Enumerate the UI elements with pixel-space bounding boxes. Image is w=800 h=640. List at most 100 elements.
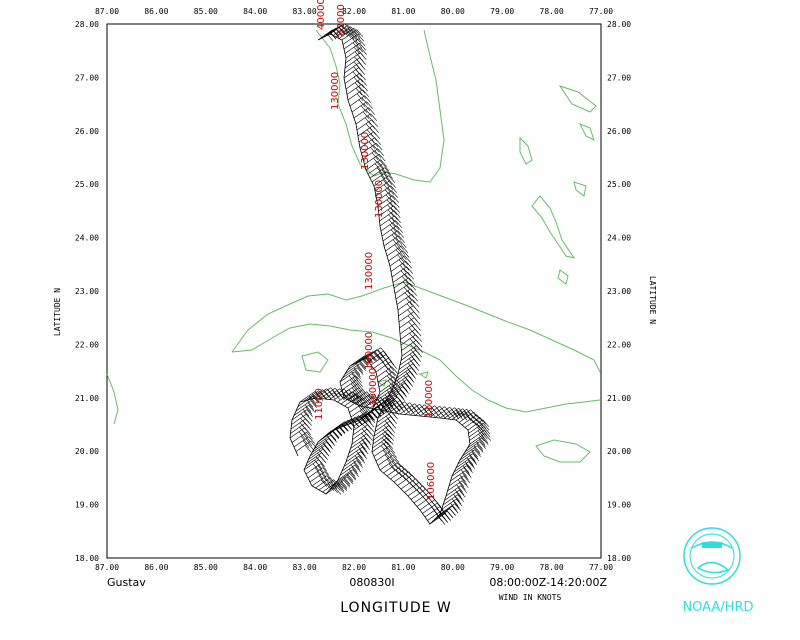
coastlines [106, 29, 601, 463]
lat-tick-right: 23.00 [607, 287, 631, 296]
lat-tick-left: 23.00 [75, 287, 99, 296]
wind-barb [368, 401, 390, 414]
wind-barb [350, 406, 372, 418]
lon-tick-bottom: 81.00 [391, 563, 415, 572]
wind-barb [365, 404, 387, 416]
lat-tick-right: 22.00 [607, 340, 631, 349]
wind-barb [364, 153, 386, 166]
wind-barb [297, 395, 319, 408]
wind-barb [325, 483, 347, 495]
wind-barb [357, 125, 379, 137]
left-axis-label: LATITUDE N [53, 288, 62, 336]
lon-tick-bottom: 84.00 [243, 563, 267, 572]
wind-barb [290, 422, 312, 435]
wind-barb [467, 419, 489, 431]
cuba-coast [231, 281, 601, 413]
lat-tick-right: 18.00 [607, 554, 631, 563]
wind-barb [469, 433, 491, 445]
wind-barb [342, 367, 364, 379]
wind-barb [337, 469, 359, 481]
bahamas-6 [557, 269, 569, 285]
wind-units: WIND IN KNOTS [499, 593, 562, 602]
wind-barb [400, 334, 422, 346]
wind-barb [355, 113, 377, 125]
wind-barb [335, 26, 357, 38]
wind-barb [373, 394, 395, 407]
lat-tick-right: 24.00 [607, 234, 631, 243]
wind-barb [347, 89, 369, 101]
altitude-tag: 130000 [364, 252, 375, 290]
wind-barb [295, 400, 317, 412]
wind-barb [359, 137, 381, 149]
lon-tick-top: 86.00 [144, 7, 168, 16]
lat-tick-right: 20.00 [607, 447, 631, 456]
x-axis-label: LONGITUDE W [340, 600, 452, 616]
wind-barb [352, 410, 374, 423]
lat-tick-right: 28.00 [607, 20, 631, 29]
time-range: 08:00:00Z-14:20:00Z [489, 576, 607, 589]
altitude-tag: 130000 [374, 180, 385, 218]
altitude-tag: 160000 [364, 332, 375, 370]
wind-barb [346, 83, 368, 96]
lon-tick-top: 82.00 [342, 7, 366, 16]
wind-barb [373, 425, 395, 437]
wind-barb [356, 119, 378, 131]
wind-barb [337, 391, 359, 403]
wind-barb [361, 349, 383, 361]
wind-barb [334, 472, 356, 485]
lat-tick-left: 24.00 [75, 234, 99, 243]
wind-barb [388, 250, 410, 262]
lon-tick-top: 81.00 [391, 7, 415, 16]
wind-barb [338, 27, 360, 40]
wind-barb [462, 445, 484, 457]
lat-tick-left: 19.00 [75, 501, 99, 510]
plot-frame [106, 23, 602, 559]
wind-barb [391, 266, 413, 278]
wind-barb [340, 375, 362, 387]
wind-barb [373, 429, 395, 441]
bahamas-5 [573, 181, 587, 197]
wind-barb [347, 359, 369, 371]
lon-tick-bottom: 78.00 [540, 563, 564, 572]
wind-barb [372, 437, 394, 449]
lon-tick-top: 78.00 [540, 7, 564, 16]
wind-barb [318, 479, 340, 491]
lon-tick-top: 80.00 [441, 7, 465, 16]
altitude-tag: 130000 [360, 132, 371, 170]
wind-barb [467, 437, 489, 449]
lat-tick-right: 26.00 [607, 127, 631, 136]
wind-barb [343, 38, 365, 50]
wind-barb [379, 381, 401, 393]
wind-barb [323, 426, 345, 438]
lat-tick-left: 28.00 [75, 20, 99, 29]
lon-tick-top: 77.00 [589, 7, 613, 16]
wind-barb [295, 440, 317, 453]
wind-barb [311, 475, 333, 487]
wind-barb [445, 485, 467, 497]
wind-barb [383, 235, 405, 247]
storm-name: Gustav [107, 576, 146, 589]
wind-barb [448, 475, 470, 487]
altitude-tag: 106000 [426, 462, 437, 500]
lat-tick-left: 18.00 [75, 554, 99, 563]
wind-barb [389, 382, 411, 395]
bahamas-1 [531, 195, 576, 259]
wind-barb [393, 277, 415, 289]
wind-barb [353, 415, 375, 427]
lat-tick-left: 26.00 [75, 127, 99, 136]
wind-barb [309, 471, 331, 483]
lon-tick-bottom: 83.00 [293, 563, 317, 572]
wind-barb [352, 428, 374, 441]
lat-tick-left: 22.00 [75, 340, 99, 349]
wind-barb [299, 391, 321, 403]
wind-barb [358, 131, 380, 143]
wind-barb [315, 477, 337, 489]
altitude-tag: 40000 [316, 0, 327, 30]
wind-barb [329, 23, 351, 35]
wind-barb [361, 142, 383, 155]
lat-tick-left: 20.00 [75, 447, 99, 456]
wind-barb [293, 404, 315, 417]
lat-tick-left: 25.00 [75, 180, 99, 189]
lat-tick-right: 19.00 [607, 501, 631, 510]
